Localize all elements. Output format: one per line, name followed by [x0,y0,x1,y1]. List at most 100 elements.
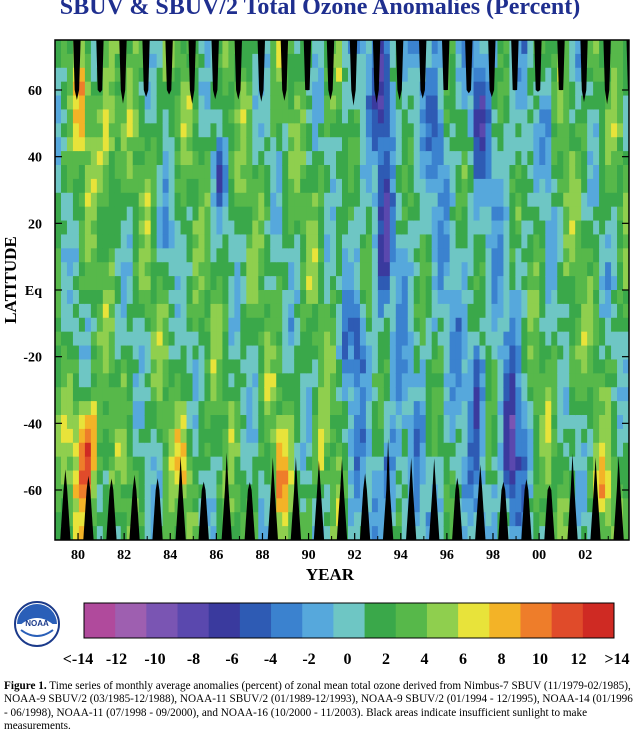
heatmap-cell [497,234,505,249]
heatmap-cell [102,53,110,69]
heatmap-cell [605,95,612,111]
heatmap-cell [60,331,68,347]
heatmap-cell [330,123,337,138]
missing-data-spike [129,474,140,540]
heatmap-cell [162,290,170,305]
heatmap-cell [216,123,224,138]
heatmap-cell [509,442,516,458]
missing-data-spike [60,469,71,540]
heatmap-cell [294,415,301,430]
heatmap-cell [156,484,164,499]
heatmap-cell [216,53,224,69]
heatmap-cell [509,290,516,305]
heatmap-cell [60,137,68,152]
heatmap-cell [114,498,122,513]
heatmap-cell [132,67,140,83]
heatmap-cell [180,331,188,347]
heatmap-cell [581,178,588,194]
heatmap-cell [401,470,409,486]
heatmap-cell [264,498,271,513]
heatmap-cell [449,512,457,527]
heatmap-cell [168,484,176,499]
heatmap-cell [617,317,624,333]
heatmap-cell [132,442,140,458]
heatmap-cell [258,95,265,111]
heatmap-cell [569,81,576,97]
heatmap-cell [270,137,277,152]
missing-data-spike [442,40,450,91]
heatmap-cell [515,512,522,527]
heatmap-cell [389,109,397,124]
heatmap-cell [401,512,409,527]
heatmap-cell [282,123,289,138]
heatmap-cell [228,151,235,166]
heatmap-cell [150,401,158,416]
heatmap-cell [294,234,301,249]
heatmap-cell [234,303,241,319]
heatmap-cell [66,262,74,277]
heatmap-cell [162,387,170,402]
heatmap-cell [78,123,86,138]
heatmap-cell [102,373,110,388]
heatmap-cell [312,220,319,236]
heatmap-cell [312,234,319,249]
heatmap-cell [563,498,570,513]
heatmap-cell [324,428,331,444]
heatmap-cell [521,373,528,388]
heatmap-cell [563,81,570,97]
heatmap-cell [240,109,247,124]
heatmap-cell [228,206,235,222]
heatmap-cell [78,317,86,333]
heatmap-cell [587,498,594,513]
heatmap-cell [330,95,337,111]
missing-data-spike [419,40,427,99]
heatmap-cell [288,401,295,416]
heatmap-cell [180,317,188,333]
heatmap-cell [467,206,475,222]
heatmap-cell [443,401,451,416]
heatmap-cell [575,151,582,166]
heatmap-cell [431,53,439,69]
heatmap-cell [222,151,229,166]
heatmap-cell [515,317,522,333]
heatmap-cell [55,470,62,486]
heatmap-cell [431,165,439,180]
heatmap-cell [324,290,331,305]
heatmap-cell [485,220,493,236]
heatmap-cell [252,234,259,249]
heatmap-cell [55,303,62,319]
heatmap-cell [599,401,606,416]
heatmap-cell [611,220,618,236]
heatmap-cell [72,345,80,361]
heatmap-cell [342,40,349,55]
heatmap-cell [545,359,552,374]
heatmap-cell [395,526,403,540]
heatmap-cell [324,456,331,472]
heatmap-cell [210,234,218,249]
heatmap-cell [467,165,475,180]
heatmap-cell [599,359,606,374]
heatmap-cell [413,123,421,138]
heatmap-cell [216,331,224,347]
heatmap-cell [96,470,104,486]
heatmap-cell [455,359,463,374]
heatmap-cell [353,470,361,486]
heatmap-cell [605,526,612,540]
heatmap-cell [198,165,206,180]
heatmap-cell [545,387,552,402]
heatmap-cell [210,470,218,486]
heatmap-cell [449,109,457,124]
heatmap-cell [312,123,319,138]
heatmap-cell [276,123,283,138]
heatmap-cell [581,373,588,388]
heatmap-cell [186,303,194,319]
heatmap-cell [425,428,433,444]
heatmap-cell [312,81,319,97]
heatmap-cell [389,67,397,83]
heatmap-cell [521,262,528,277]
heatmap-cell [306,359,313,374]
heatmap-cell [353,248,361,263]
heatmap-cell [162,276,170,291]
heatmap-cell [108,470,116,486]
heatmap-cell [264,220,271,236]
